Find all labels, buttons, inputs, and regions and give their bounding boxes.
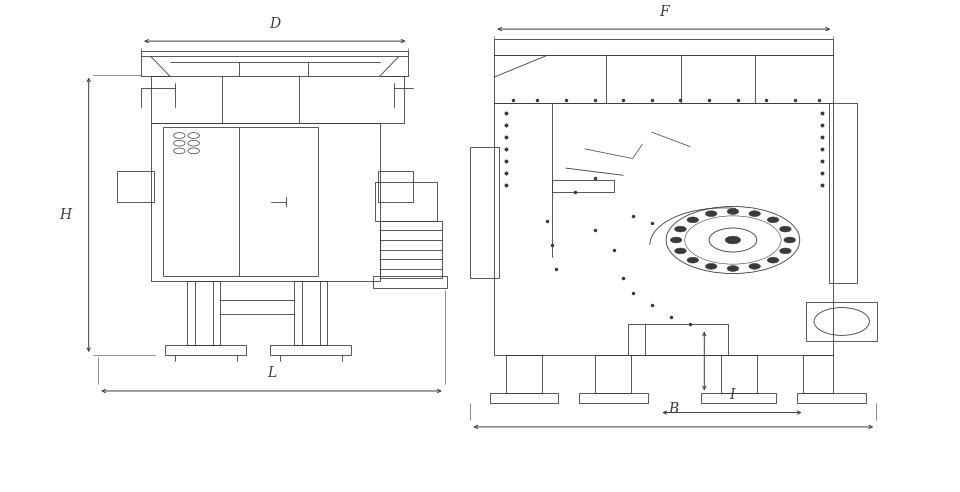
Bar	[806, 302, 877, 340]
Text: B: B	[668, 402, 679, 416]
Bar	[470, 147, 499, 278]
Bar	[552, 180, 613, 192]
Bar	[151, 123, 380, 281]
Circle shape	[767, 257, 779, 263]
Text: L: L	[267, 367, 276, 380]
Bar	[702, 394, 776, 403]
Bar	[494, 103, 833, 355]
Circle shape	[784, 237, 796, 243]
Bar	[373, 276, 446, 288]
Bar	[165, 345, 246, 355]
Circle shape	[675, 248, 686, 254]
Bar	[163, 127, 318, 276]
Bar	[594, 355, 631, 394]
Bar	[494, 56, 833, 103]
Bar	[829, 103, 857, 283]
Circle shape	[706, 211, 717, 216]
Bar	[117, 171, 154, 202]
Bar	[187, 281, 221, 345]
Bar	[270, 345, 351, 355]
Bar	[375, 183, 437, 221]
Circle shape	[749, 211, 760, 216]
Text: D: D	[269, 17, 280, 31]
Circle shape	[728, 266, 738, 272]
Circle shape	[706, 264, 717, 269]
Circle shape	[728, 209, 738, 215]
Circle shape	[687, 257, 699, 263]
Bar	[151, 76, 403, 123]
Circle shape	[687, 217, 699, 223]
Bar	[490, 394, 559, 403]
Text: H: H	[60, 208, 71, 222]
Bar	[721, 355, 756, 394]
Bar	[628, 324, 728, 355]
Circle shape	[670, 237, 682, 243]
Circle shape	[780, 248, 791, 254]
Circle shape	[675, 226, 686, 232]
Circle shape	[780, 226, 791, 232]
Bar	[803, 355, 833, 394]
Bar	[797, 394, 866, 403]
Circle shape	[749, 264, 760, 269]
Bar	[378, 171, 413, 202]
Text: F: F	[659, 4, 668, 19]
Circle shape	[767, 217, 779, 223]
Bar	[506, 355, 542, 394]
Text: I: I	[730, 388, 734, 402]
Circle shape	[726, 236, 740, 244]
Bar	[380, 221, 442, 278]
Bar	[494, 39, 833, 56]
Bar	[579, 394, 648, 403]
Bar	[294, 281, 327, 345]
